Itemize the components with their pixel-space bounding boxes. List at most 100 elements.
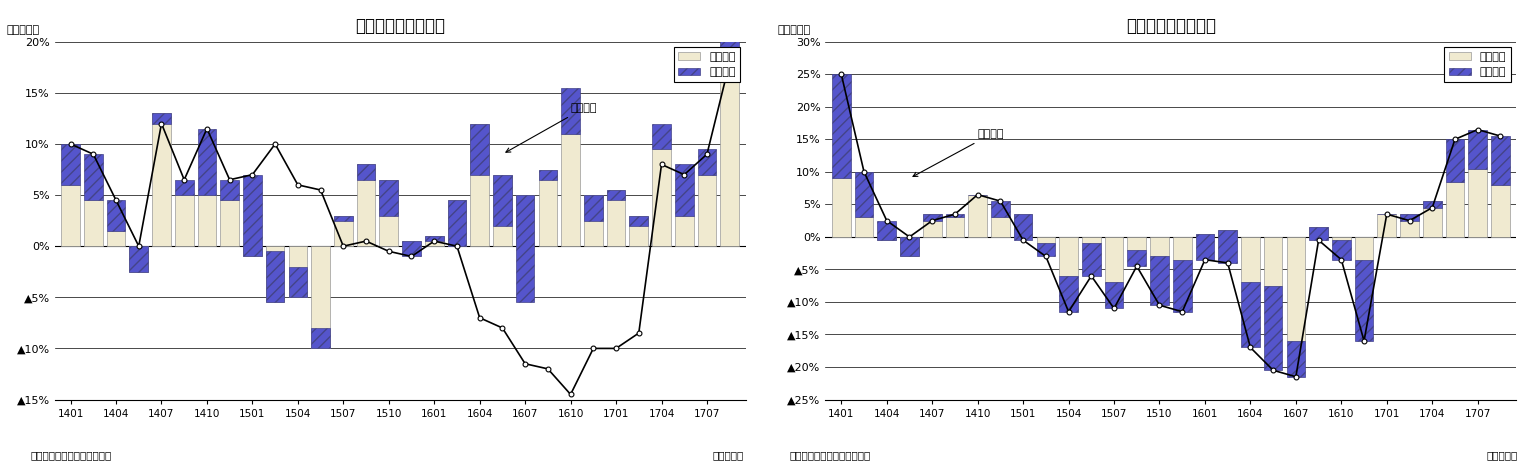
Bar — [1446, 139, 1464, 181]
Bar — [584, 195, 602, 246]
Bar — [198, 195, 216, 246]
Bar — [107, 200, 126, 231]
Bar — [900, 237, 918, 257]
Bar — [877, 221, 897, 240]
Bar — [129, 246, 149, 272]
Bar — [877, 237, 897, 240]
Bar — [652, 124, 671, 149]
Bar — [1150, 257, 1168, 305]
Bar — [698, 175, 716, 246]
Bar — [1242, 237, 1260, 282]
Bar — [1286, 237, 1305, 341]
Bar — [1355, 260, 1374, 341]
Bar — [832, 178, 851, 237]
Bar — [652, 149, 671, 246]
Bar — [1446, 181, 1464, 237]
Bar — [990, 218, 1010, 237]
Bar — [515, 195, 535, 246]
Bar — [1263, 237, 1283, 286]
Bar — [334, 216, 353, 221]
Title: 輸入金額の要因分解: 輸入金額の要因分解 — [1125, 17, 1216, 35]
Bar — [1423, 201, 1441, 237]
Bar — [561, 88, 579, 134]
Bar — [494, 175, 512, 246]
Bar — [198, 129, 216, 195]
Bar — [288, 267, 307, 297]
Text: （資料）財務省「貿易統計」: （資料）財務省「貿易統計」 — [31, 450, 112, 460]
Bar — [402, 241, 422, 257]
Bar — [1036, 244, 1055, 257]
Bar — [1196, 234, 1214, 237]
Bar — [561, 134, 579, 246]
Bar — [1059, 276, 1078, 312]
Bar — [61, 144, 80, 185]
Bar — [721, 0, 739, 57]
Bar — [1309, 227, 1328, 237]
Bar — [288, 246, 307, 297]
Bar — [1263, 286, 1283, 370]
Bar — [1013, 214, 1032, 240]
Bar — [698, 149, 716, 175]
Bar — [1309, 227, 1328, 240]
Title: 輸出金額の要因分解: 輸出金額の要因分解 — [356, 17, 445, 35]
Bar — [855, 172, 874, 218]
Bar — [1332, 240, 1351, 260]
Bar — [334, 216, 353, 246]
Bar — [1127, 237, 1147, 250]
Bar — [832, 74, 851, 178]
Bar — [946, 218, 964, 237]
Bar — [221, 200, 239, 246]
Bar — [969, 194, 987, 237]
Bar — [1355, 237, 1374, 260]
Bar — [1105, 237, 1124, 282]
Bar — [630, 216, 648, 246]
Bar — [107, 231, 126, 246]
Bar — [1127, 250, 1147, 266]
Legend: 数量要因, 価格要因: 数量要因, 価格要因 — [1444, 47, 1512, 82]
Bar — [1219, 231, 1237, 237]
Bar — [607, 190, 625, 246]
Bar — [311, 246, 330, 349]
Bar — [990, 201, 1010, 218]
Bar — [1332, 237, 1351, 240]
Text: （資料）財務省「貿易統計」: （資料）財務省「貿易統計」 — [789, 450, 871, 460]
Bar — [1036, 237, 1055, 244]
Bar — [1469, 130, 1487, 169]
Bar — [311, 328, 330, 349]
Bar — [923, 214, 941, 237]
Text: （年・月）: （年・月） — [1487, 450, 1518, 460]
Bar — [1150, 237, 1168, 257]
Bar — [515, 195, 535, 302]
Text: （前年比）: （前年比） — [6, 25, 40, 35]
Bar — [402, 241, 422, 246]
Bar — [448, 200, 466, 246]
Bar — [584, 195, 602, 221]
Bar — [1469, 169, 1487, 237]
Bar — [1173, 260, 1191, 312]
Bar — [244, 175, 262, 257]
Bar — [675, 164, 693, 216]
Bar — [175, 195, 193, 246]
Bar — [221, 180, 239, 200]
Bar — [380, 180, 399, 216]
Bar — [607, 190, 625, 200]
Bar — [538, 169, 556, 246]
Bar — [1242, 282, 1260, 348]
Bar — [1378, 214, 1397, 237]
Bar — [1196, 234, 1214, 260]
Bar — [152, 113, 170, 246]
Bar — [855, 218, 874, 237]
Text: 輸入金額: 輸入金額 — [914, 129, 1004, 176]
Bar — [946, 214, 964, 218]
Bar — [1286, 341, 1305, 377]
Bar — [1173, 237, 1191, 260]
Bar — [175, 180, 193, 195]
Bar — [1400, 214, 1420, 221]
Bar — [471, 124, 489, 175]
Bar — [152, 113, 170, 124]
Bar — [244, 246, 262, 257]
Bar — [923, 214, 941, 221]
Bar — [1082, 244, 1101, 276]
Bar — [721, 57, 739, 246]
Bar — [1105, 282, 1124, 308]
